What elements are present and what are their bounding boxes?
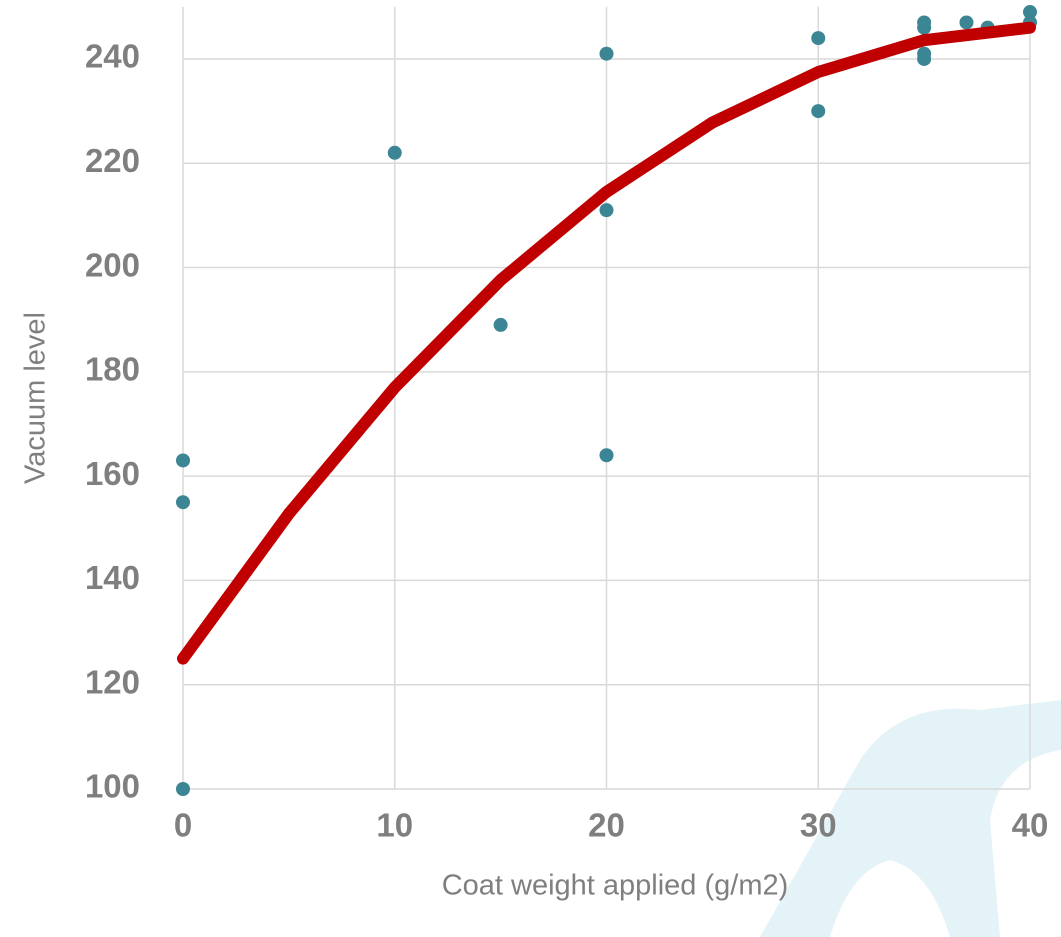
point — [600, 203, 614, 217]
y-tick-label: 180 — [85, 351, 140, 388]
x-tick-label: 40 — [1012, 807, 1049, 844]
y-tick-label: 220 — [85, 142, 140, 179]
y-tick-label: 160 — [85, 455, 140, 492]
y-tick-label: 240 — [85, 38, 140, 75]
grid — [183, 7, 1030, 789]
point — [811, 31, 825, 45]
point — [176, 782, 190, 796]
y-tick-label: 200 — [85, 246, 140, 283]
point — [176, 453, 190, 467]
point — [388, 146, 402, 160]
y-tick-label: 100 — [85, 768, 140, 805]
chart: Coat weight applied (g/m2) Vacuum level … — [0, 0, 1061, 937]
point — [600, 448, 614, 462]
point — [811, 104, 825, 118]
x-tick-label: 30 — [800, 807, 837, 844]
y-axis-title: Vacuum level — [20, 312, 52, 484]
y-tick-label: 140 — [85, 559, 140, 596]
x-tick-label: 0 — [174, 807, 192, 844]
x-axis-title: Coat weight applied (g/m2) — [442, 870, 789, 902]
point — [959, 15, 973, 29]
point — [176, 495, 190, 509]
x-tick-label: 20 — [588, 807, 625, 844]
y-tick-label: 120 — [85, 663, 140, 700]
point — [494, 318, 508, 332]
point — [600, 47, 614, 61]
point — [917, 21, 931, 35]
x-tick-label: 10 — [376, 807, 413, 844]
point — [917, 52, 931, 66]
